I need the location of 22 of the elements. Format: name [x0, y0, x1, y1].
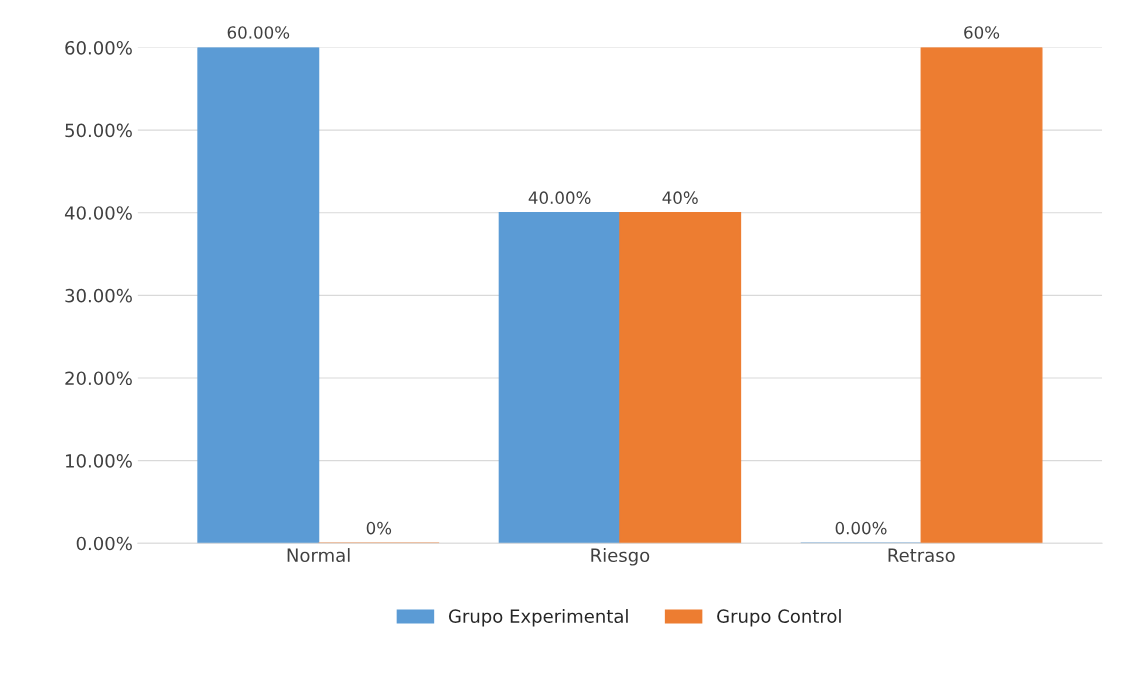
y-tick-label: 50.00%	[65, 123, 132, 138]
data-label: 0.00%	[835, 521, 887, 535]
data-label: 0%	[366, 521, 392, 535]
bar	[197, 47, 320, 544]
y-tick-label: 10.00%	[66, 454, 132, 468]
x-tick-label: Retraso	[888, 548, 955, 563]
x-tick-label: Normal	[287, 548, 350, 563]
legend-label: Grupo Control	[717, 609, 841, 627]
x-tick-label: Riesgo	[591, 548, 650, 566]
data-label: 40%	[662, 191, 698, 204]
bar	[498, 212, 621, 544]
y-tick-label: 30.00%	[65, 288, 132, 303]
data-label: 60.00%	[227, 26, 290, 39]
bar	[619, 212, 742, 544]
y-tick-label: 0.00%	[76, 536, 132, 551]
data-label: 60%	[964, 26, 1000, 39]
y-tick-label: 60.00%	[65, 40, 132, 55]
data-label: 40.00%	[528, 191, 591, 204]
y-tick-label: 40.00%	[64, 206, 132, 220]
y-tick-label: 20.00%	[65, 371, 132, 386]
legend-label: Grupo Experimental	[448, 609, 628, 627]
bar	[920, 47, 1043, 544]
